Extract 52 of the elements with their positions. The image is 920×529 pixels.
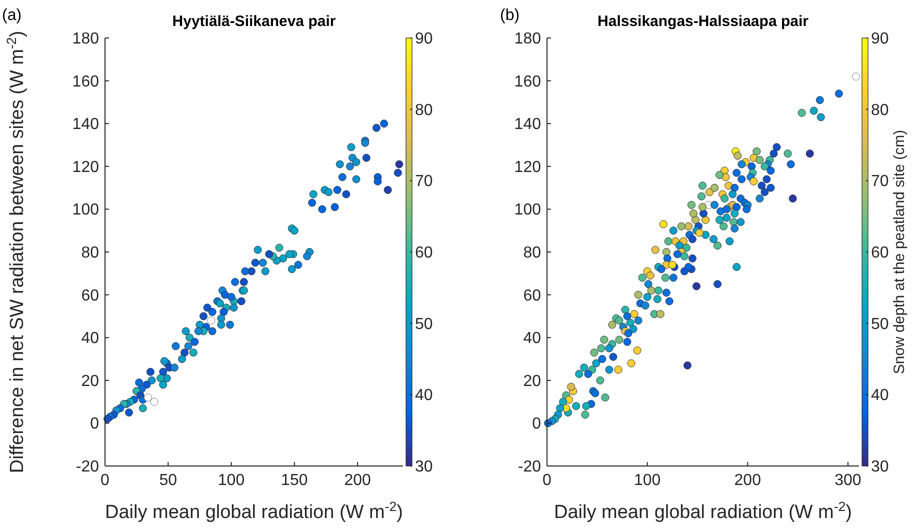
y-tick-label: -20 — [518, 458, 542, 476]
chart-title: Hyytiälä-Siikaneva pair — [172, 13, 336, 30]
text: (a) — [2, 7, 22, 24]
x-tick-label: 50 — [159, 472, 178, 489]
x-tick-label: 100 — [634, 472, 661, 489]
y-tick-label: 0 — [90, 416, 100, 433]
y-tick-label: 60 — [81, 287, 100, 304]
color-bar-label: 40 — [871, 387, 889, 404]
color-bar-label: 70 — [871, 173, 889, 190]
color-bar-label: 60 — [871, 244, 889, 262]
y-tick-label: 160 — [72, 73, 100, 90]
x-axis-title: Daily mean global radiation (W m$^{-2}$) — [105, 498, 403, 523]
color-bar-label: 60 — [415, 244, 433, 262]
y-tick-label: 0 — [532, 416, 542, 433]
y-tick-label: 20 — [523, 372, 542, 390]
y-tick-label: 120 — [514, 158, 542, 176]
color-bar-label: 30 — [415, 458, 433, 476]
color-bar-label: 80 — [871, 102, 889, 119]
y-tick-label: 140 — [72, 116, 100, 134]
color-bar-label: 70 — [415, 173, 433, 190]
y-tick-label: 160 — [514, 73, 542, 90]
color-bar-label: 90 — [871, 30, 889, 48]
color-bar-title: Snow depth at the peatland site (cm) — [891, 130, 908, 374]
x-tick-label: 300 — [834, 472, 862, 489]
y-tick-label: 140 — [514, 116, 542, 134]
color-bar-label: 30 — [871, 458, 889, 476]
x-axis-title: Daily mean global radiation (W m$^{-2}$) — [554, 498, 852, 523]
y-tick-label: 20 — [81, 372, 100, 390]
color-bar-label: 80 — [415, 102, 433, 119]
y-tick-label: 180 — [514, 30, 542, 48]
x-tick-label: 0 — [542, 472, 552, 489]
y-tick-label: 180 — [72, 30, 100, 48]
y-tick-label: 60 — [523, 287, 542, 304]
x-tick-label: 100 — [218, 472, 245, 489]
x-tick-label: 200 — [344, 472, 371, 489]
x-tick-label: 0 — [100, 472, 110, 489]
y-tick-label: 120 — [72, 158, 100, 176]
text: (b) — [500, 7, 520, 24]
y-tick-label: 80 — [523, 244, 542, 262]
y-tick-label: 40 — [81, 330, 100, 348]
color-bar-label: 50 — [415, 316, 433, 333]
x-tick-label: 200 — [734, 472, 762, 489]
y-tick-label: -20 — [76, 458, 100, 476]
y-tick-label: 100 — [72, 202, 100, 219]
color-bar-label: 50 — [871, 316, 889, 333]
y-tick-label: 100 — [514, 202, 542, 219]
y-tick-label: 80 — [81, 244, 100, 262]
x-tick-label: 150 — [281, 472, 308, 489]
color-bar-label: 40 — [415, 387, 433, 404]
y-tick-label: 40 — [523, 330, 542, 348]
chart-title: Halssikangas-Halssiaapa pair — [598, 13, 809, 30]
color-bar-label: 90 — [415, 30, 433, 48]
